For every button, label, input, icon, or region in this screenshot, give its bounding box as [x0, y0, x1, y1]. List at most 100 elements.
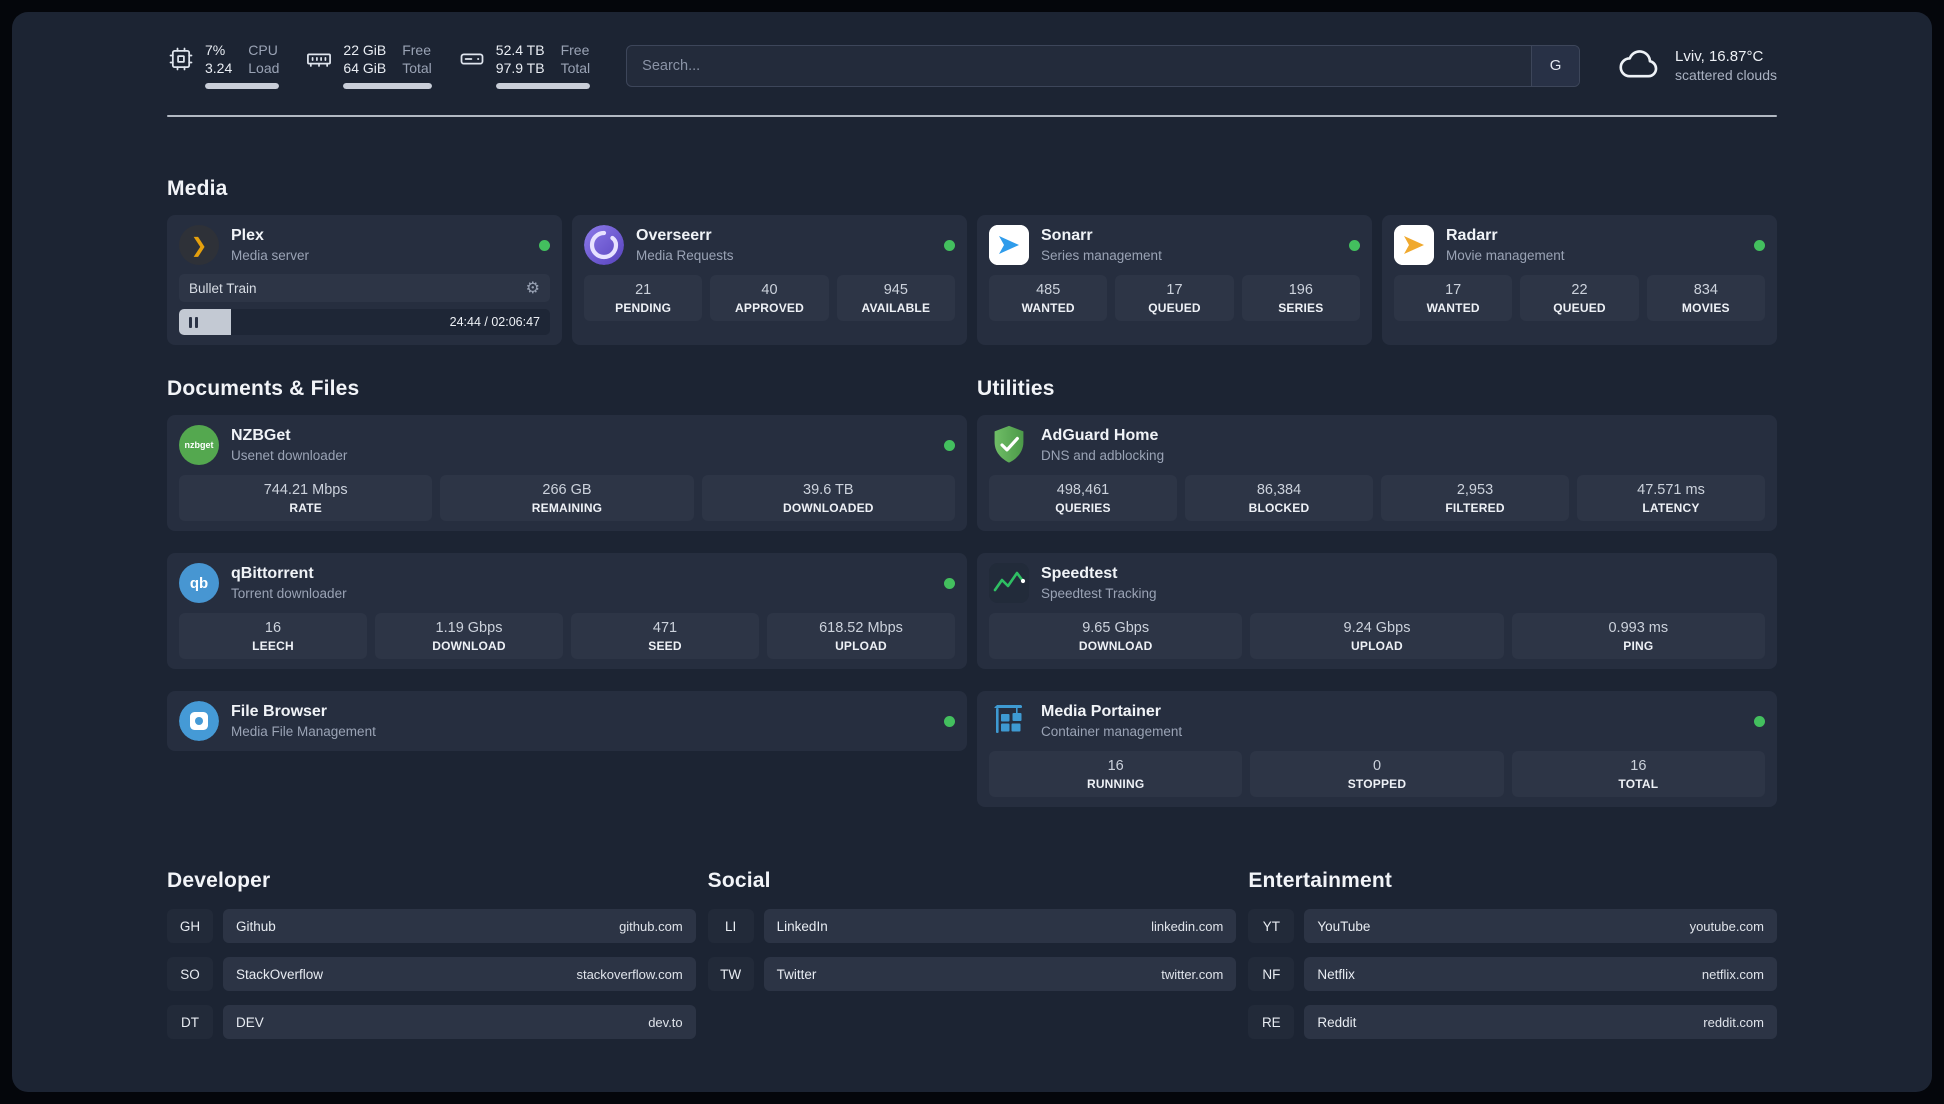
top-bar: 7% 3.24 CPU Load — [167, 42, 1777, 89]
stat-tile: 196 SERIES — [1241, 275, 1360, 321]
gear-icon[interactable]: ⚙ — [525, 280, 540, 297]
app-name: qBittorrent — [231, 564, 314, 582]
ram-label-bottom: Total — [402, 59, 432, 76]
search-input[interactable] — [627, 45, 1532, 86]
bookmark-row-netflix[interactable]: NF Netflix netflix.com — [1248, 957, 1777, 991]
stat-label: FILTERED — [1445, 501, 1505, 515]
cpu-widget: 7% 3.24 CPU Load — [167, 42, 280, 89]
bookmark-link[interactable]: StackOverflow stackoverflow.com — [223, 957, 696, 991]
app-card-radarr[interactable]: Radarr Movie management 17 WANTED 22 QUE… — [1382, 215, 1777, 345]
section-developer: Developer GH Github github.com SO StackO… — [167, 869, 696, 1039]
bookmark-name: Reddit — [1317, 1014, 1357, 1030]
app-card-plex[interactable]: ❯ Plex Media server Bullet Train ⚙ 24:44… — [167, 215, 562, 345]
stat-value: 196 — [1288, 282, 1313, 298]
app-card-adguard[interactable]: AdGuard Home DNS and adblocking 498,461 … — [977, 415, 1777, 531]
app-card-filebrowser[interactable]: File Browser Media File Management — [167, 691, 967, 751]
bookmark-row-reddit[interactable]: RE Reddit reddit.com — [1248, 1005, 1777, 1039]
overseerr-icon — [584, 225, 624, 265]
section-entertainment: Entertainment YT YouTube youtube.com NF … — [1248, 869, 1777, 1039]
stat-label: WANTED — [1021, 301, 1075, 315]
stat-value: 485 — [1036, 282, 1061, 298]
app-desc: DNS and adblocking — [1041, 448, 1165, 463]
app-card-nzbget[interactable]: nzbget NZBGet Usenet downloader 744.21 M… — [167, 415, 967, 531]
stat-label: REMAINING — [531, 501, 603, 515]
stats-row: 498,461 QUERIES 86,384 BLOCKED 2,953 FIL… — [989, 475, 1765, 521]
documents-section-title: Documents & Files — [167, 377, 360, 400]
player-progress[interactable]: 24:44 / 02:06:47 — [179, 309, 550, 335]
app-card-qbittorrent[interactable]: qb qBittorrent Torrent downloader 16 LEE… — [167, 553, 967, 669]
stat-tile: 39.6 TB DOWNLOADED — [701, 475, 955, 521]
stat-value: 17 — [1166, 282, 1183, 298]
bookmark-url: twitter.com — [1161, 966, 1224, 982]
bookmark-row-github[interactable]: GH Github github.com — [167, 909, 696, 943]
portainer-icon — [989, 701, 1029, 741]
bookmark-row-linkedin[interactable]: LI LinkedIn linkedin.com — [707, 909, 1237, 943]
bookmark-link[interactable]: Twitter twitter.com — [763, 957, 1237, 991]
app-desc: Media Requests — [636, 248, 734, 263]
stat-label: MOVIES — [1681, 301, 1730, 315]
bookmark-link[interactable]: Github github.com — [223, 909, 696, 943]
stat-label: APPROVED — [735, 301, 804, 315]
search-engine-button[interactable]: G — [1531, 45, 1580, 86]
bookmark-url: github.com — [619, 918, 683, 934]
stat-tile: 0.993 ms PING — [1511, 613, 1765, 659]
pause-icon[interactable] — [189, 316, 198, 328]
app-name: Media Portainer — [1041, 702, 1162, 720]
stat-tile: 945 AVAILABLE — [836, 275, 955, 321]
stats-row: 9.65 Gbps DOWNLOAD 9.24 Gbps UPLOAD 0.99… — [989, 613, 1765, 659]
app-card-speedtest[interactable]: Speedtest Speedtest Tracking 9.65 Gbps D… — [977, 553, 1777, 669]
app-name: Speedtest — [1041, 564, 1118, 582]
stat-value: 17 — [1445, 282, 1462, 298]
bookmark-row-stackoverflow[interactable]: SO StackOverflow stackoverflow.com — [167, 957, 696, 991]
stat-tile: 9.65 Gbps DOWNLOAD — [989, 613, 1243, 659]
stat-value: 9.24 Gbps — [1343, 620, 1411, 636]
bookmark-row-twitter[interactable]: TW Twitter twitter.com — [707, 957, 1237, 991]
stat-tile: 834 MOVIES — [1646, 275, 1765, 321]
section-media: Media ❯ Plex Media server Bullet Train ⚙ — [167, 177, 1777, 345]
card-header: AdGuard Home DNS and adblocking — [989, 425, 1765, 465]
stat-tile: 618.52 Mbps UPLOAD — [767, 613, 955, 659]
app-card-portainer[interactable]: Media Portainer Container management 16 … — [977, 691, 1777, 807]
ram-icon — [305, 45, 333, 73]
status-dot — [944, 239, 955, 251]
card-header: File Browser Media File Management — [179, 701, 955, 741]
topbar-divider — [167, 115, 1777, 117]
dashboard-page: 7% 3.24 CPU Load — [12, 12, 1932, 1092]
bookmark-link[interactable]: Reddit reddit.com — [1304, 1005, 1777, 1039]
bookmark-link[interactable]: LinkedIn linkedin.com — [763, 909, 1237, 943]
card-header: Sonarr Series management — [989, 225, 1360, 265]
app-card-sonarr[interactable]: Sonarr Series management 485 WANTED 17 Q… — [977, 215, 1372, 345]
radarr-icon — [1394, 225, 1434, 265]
status-dot — [1349, 239, 1360, 251]
section-utilities: Utilities — [977, 377, 1777, 807]
bookmark-link[interactable]: DEV dev.to — [223, 1005, 696, 1039]
bookmark-url: dev.to — [648, 1014, 683, 1030]
stats-row: 16 LEECH 1.19 Gbps DOWNLOAD 471 SEED 6 — [179, 613, 955, 659]
stat-label: RATE — [289, 501, 322, 515]
stat-value: 9.65 Gbps — [1082, 620, 1150, 636]
stat-value: 498,461 — [1056, 482, 1110, 498]
card-header: Speedtest Speedtest Tracking — [989, 563, 1765, 603]
bookmark-link[interactable]: Netflix netflix.com — [1304, 957, 1777, 991]
stats-row: 744.21 Mbps RATE 266 GB REMAINING 39.6 T… — [179, 475, 955, 521]
stat-tile: 22 QUEUED — [1520, 275, 1639, 321]
ram-widget: 22 GiB 64 GiB Free Total — [305, 42, 432, 89]
bookmark-row-youtube[interactable]: YT YouTube youtube.com — [1248, 909, 1777, 943]
weather-location: Lviv, 16.87°C — [1675, 47, 1764, 65]
card-header: qb qBittorrent Torrent downloader — [179, 563, 955, 603]
bookmark-row-dev[interactable]: DT DEV dev.to — [167, 1005, 696, 1039]
stat-label: UPLOAD — [835, 639, 887, 653]
app-card-overseerr[interactable]: Overseerr Media Requests 21 PENDING 40 A… — [572, 215, 967, 345]
social-section-title: Social — [707, 869, 771, 892]
bookmark-link[interactable]: YouTube youtube.com — [1304, 909, 1777, 943]
bookmark-name: Github — [236, 918, 276, 934]
weather-condition: scattered clouds — [1675, 67, 1777, 84]
stat-label: QUERIES — [1055, 501, 1111, 515]
media-grid: ❯ Plex Media server Bullet Train ⚙ 24:44… — [167, 215, 1777, 345]
stat-label: DOWNLOAD — [1078, 639, 1153, 653]
bookmark-abbr: DT — [167, 1005, 213, 1039]
cpu-percent: 7% — [205, 42, 226, 58]
stat-value: 39.6 TB — [803, 482, 854, 498]
app-desc: Movie management — [1446, 248, 1565, 263]
bookmark-name: Twitter — [776, 966, 817, 982]
